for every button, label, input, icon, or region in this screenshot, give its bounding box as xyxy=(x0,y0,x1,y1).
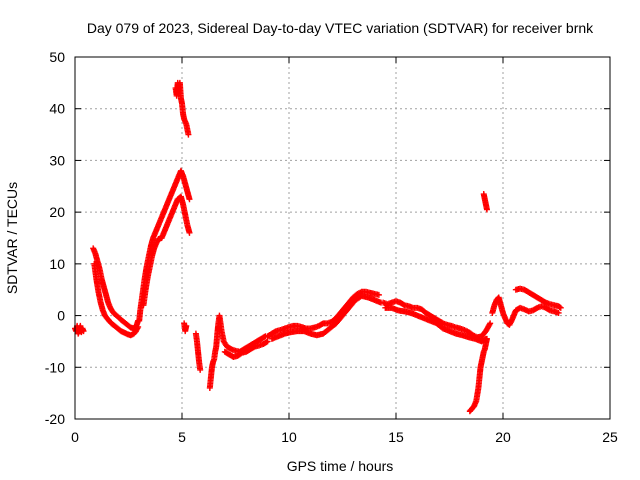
y-tick-label: 50 xyxy=(49,49,65,65)
series-seg-dip-lower xyxy=(91,260,142,339)
series-seg-small-5 xyxy=(181,320,190,335)
x-tick-label: 0 xyxy=(71,429,79,445)
axis-ticks: 0 5 10 15 20 25 -20 -10 0 10 20 30 40 50 xyxy=(45,49,618,445)
data-point xyxy=(183,322,190,329)
series-seg-drop-18-19 xyxy=(466,335,490,415)
series-seg-rise-lower xyxy=(140,193,193,309)
data-point xyxy=(264,338,271,345)
series-seg-20-22-upper xyxy=(512,285,564,311)
data-point xyxy=(486,321,493,328)
data-point xyxy=(483,206,490,213)
series-seg-9-13-lower xyxy=(268,292,385,342)
y-tick-label: 20 xyxy=(49,204,65,220)
series-seg-spike-19 xyxy=(480,191,490,213)
series-seg-19-22 xyxy=(489,294,562,328)
data-point xyxy=(186,196,193,203)
series-seg-dip-upper xyxy=(90,245,142,332)
y-tick-label: 30 xyxy=(49,152,65,168)
x-tick-label: 20 xyxy=(495,429,511,445)
y-tick-label: -10 xyxy=(45,359,65,375)
data-point xyxy=(186,229,193,236)
data-point xyxy=(483,335,490,342)
data-point xyxy=(487,320,494,327)
y-tick-label: -20 xyxy=(45,411,65,427)
series-seg-spike-45 xyxy=(172,79,192,138)
data-point xyxy=(557,304,564,311)
y-tick-label: 0 xyxy=(57,308,65,324)
y-axis-label: SDTVAR / TECUs xyxy=(4,182,20,294)
x-tick-label: 10 xyxy=(281,429,297,445)
series-seg-6-7 xyxy=(206,312,269,391)
series-seg-14-18 xyxy=(380,298,494,341)
plot-frame xyxy=(74,56,611,420)
data-point xyxy=(135,323,142,330)
series-seg-7-9-lower xyxy=(221,338,271,360)
data-point xyxy=(80,328,87,335)
x-tick-label: 25 xyxy=(602,429,618,445)
grid xyxy=(75,57,610,419)
data-point xyxy=(197,366,204,373)
series-seg-9-13 xyxy=(264,288,382,340)
series-seg-14-18-lower xyxy=(382,304,489,345)
x-tick-label: 5 xyxy=(178,429,186,445)
data-point xyxy=(556,304,563,311)
x-axis-label: GPS time / hours xyxy=(287,458,394,474)
data-marks xyxy=(72,79,564,415)
y-tick-label: 40 xyxy=(49,101,65,117)
x-tick-label: 15 xyxy=(388,429,404,445)
data-point xyxy=(185,131,192,138)
series-seg-drop-6 xyxy=(192,330,204,373)
data-point xyxy=(555,309,562,316)
y-tick-label: 10 xyxy=(49,256,65,272)
data-point xyxy=(375,291,382,298)
chart-title: Day 079 of 2023, Sidereal Day-to-day VTE… xyxy=(87,20,594,36)
series-seg-early xyxy=(72,322,87,337)
